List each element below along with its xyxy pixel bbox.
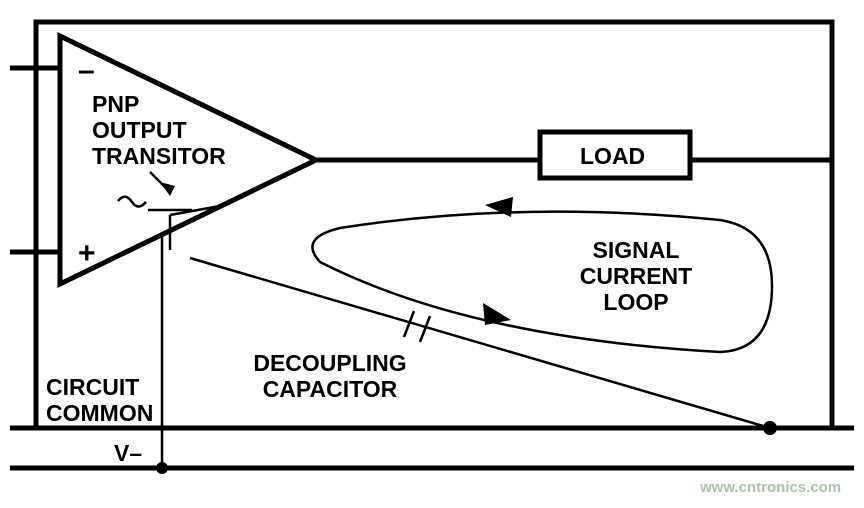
vminus-label: V– [114, 440, 142, 466]
pnp-line3: TRANSITOR [92, 143, 226, 169]
minus-symbol: – [78, 54, 95, 87]
pnp-line1: PNP [92, 91, 139, 117]
signal-line3: LOOP [603, 289, 668, 315]
signal-line1: SIGNAL [593, 237, 680, 263]
pnp-line2: OUTPUT [92, 117, 187, 143]
decoup-line2: CAPACITOR [263, 376, 398, 402]
load-label: LOAD [580, 143, 645, 169]
circuit-line2: COMMON [46, 400, 153, 426]
watermark: www.cntronics.com [699, 479, 841, 496]
signal-line2: CURRENT [580, 263, 692, 289]
circuit-line1: CIRCUIT [46, 374, 139, 400]
plus-symbol: + [78, 237, 96, 270]
decoupling-capacitor-symbol [404, 311, 430, 342]
signal-current-loop [312, 197, 772, 352]
circuit-diagram: – + PNP OUTPUT TRANSITOR LOAD SIGNAL CUR… [0, 0, 864, 508]
decoup-line1: DECOUPLING [253, 350, 406, 376]
